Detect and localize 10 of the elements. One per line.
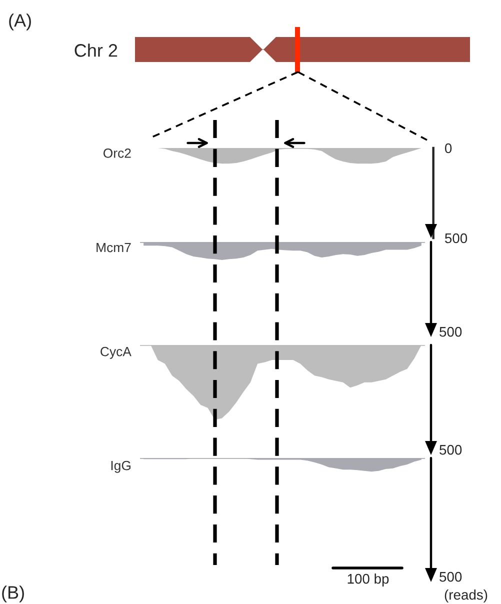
series-label: IgG [111, 460, 130, 473]
series-label: Mcm7 [96, 242, 131, 252]
series-label: Orc2 [103, 148, 131, 158]
text: 100 bp [348, 574, 389, 586]
text: (B) [2, 586, 24, 602]
text: Chr 2 [74, 44, 118, 57]
text: (reads) [444, 590, 488, 602]
y-tick-label: 0 [444, 143, 452, 154]
series-label: CycA [100, 346, 132, 359]
text: (A) [9, 14, 31, 30]
